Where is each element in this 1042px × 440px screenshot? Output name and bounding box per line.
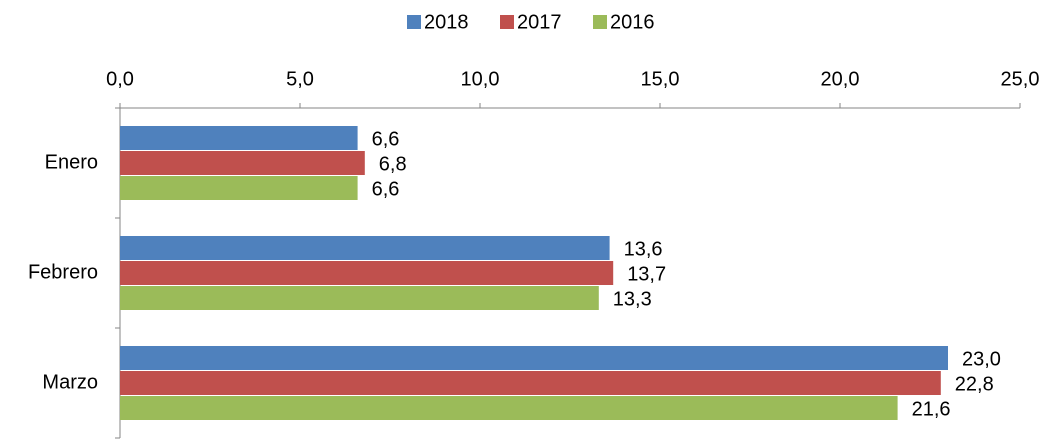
value-label: 22,8 [955, 373, 994, 395]
value-label: 6,8 [379, 153, 407, 175]
bar [120, 371, 941, 395]
legend-swatch [500, 15, 514, 29]
value-label: 6,6 [372, 178, 400, 200]
value-label: 13,7 [627, 263, 666, 285]
bar [120, 396, 898, 420]
bar [120, 236, 610, 260]
bar [120, 176, 358, 200]
x-tick-label: 20,0 [821, 68, 860, 90]
x-tick-label: 25,0 [1001, 68, 1040, 90]
legend-swatch [407, 15, 421, 29]
value-label: 13,3 [613, 288, 652, 310]
x-tick-label: 5,0 [286, 68, 314, 90]
legend-label: 2016 [610, 11, 655, 33]
value-label: 21,6 [912, 398, 951, 420]
legend-swatch [593, 15, 607, 29]
y-tick-label: Febrero [28, 261, 98, 283]
bar [120, 261, 614, 285]
value-label: 23,0 [962, 348, 1001, 370]
y-tick-label: Enero [45, 151, 98, 173]
legend-label: 2017 [517, 11, 562, 33]
x-tick-label: 10,0 [461, 68, 500, 90]
y-tick-label: Marzo [42, 371, 98, 393]
bar [120, 346, 948, 370]
bar [120, 126, 358, 150]
legend-label: 2018 [424, 11, 469, 33]
value-label: 6,6 [372, 128, 400, 150]
x-tick-label: 0,0 [106, 68, 134, 90]
bar [120, 286, 599, 310]
bar [120, 151, 365, 175]
value-label: 13,6 [624, 238, 663, 260]
x-tick-label: 15,0 [641, 68, 680, 90]
